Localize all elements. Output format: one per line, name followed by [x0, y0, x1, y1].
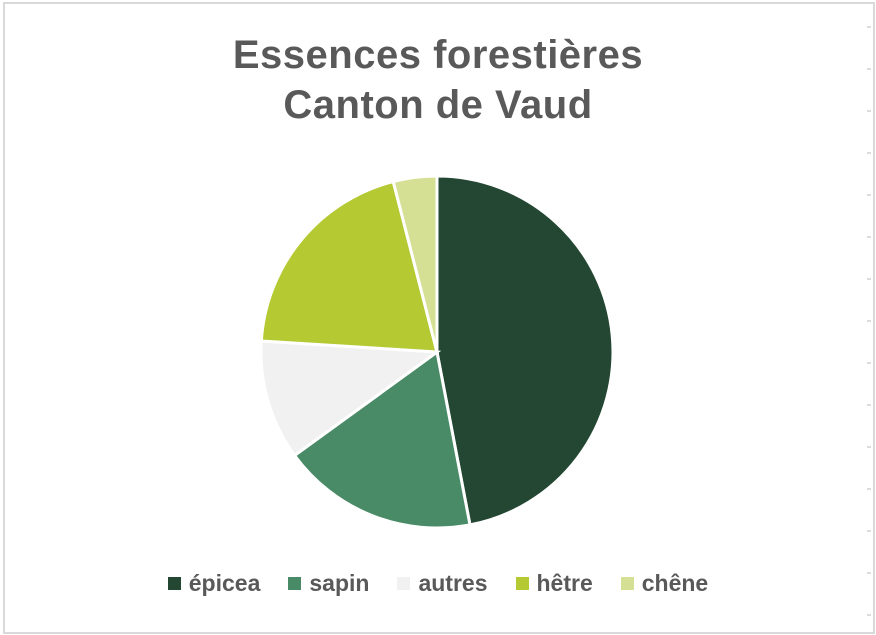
legend-swatch-chene — [620, 577, 634, 590]
legend-swatch-epicea — [167, 577, 181, 590]
legend-item-chene[interactable]: chêne — [620, 570, 709, 597]
pie-chart[interactable] — [237, 152, 637, 552]
legend-item-autres[interactable]: autres — [397, 570, 488, 597]
chart-legend: épicea sapin autres hêtre chêne — [0, 570, 876, 597]
legend-item-epicea[interactable]: épicea — [167, 570, 261, 597]
pie-slice-autres[interactable] — [259, 339, 442, 458]
pie-plot-area[interactable] — [237, 152, 637, 552]
chart-title-line-1: Essences forestières — [232, 33, 644, 77]
legend-label-epicea: épicea — [188, 570, 261, 596]
legend-item-sapin[interactable]: sapin — [288, 570, 369, 597]
chart-title-line-2: Canton de Vaud — [283, 83, 593, 127]
legend-item-hetre[interactable]: hêtre — [515, 570, 593, 597]
legend-swatch-sapin — [288, 577, 302, 590]
spreadsheet-gridline-ticks — [867, 26, 871, 631]
legend-label-hetre: hêtre — [536, 570, 593, 596]
pie-slice-épicea[interactable] — [435, 174, 615, 527]
pie-slice-chêne[interactable] — [391, 174, 439, 353]
legend-swatch-hetre — [515, 577, 529, 590]
pie-slice-hêtre[interactable] — [259, 179, 439, 354]
pie-slice-sapin[interactable] — [292, 349, 472, 530]
chart-title: Essences forestières Canton de Vaud — [0, 30, 876, 130]
legend-swatch-autres — [397, 577, 411, 590]
legend-label-autres: autres — [418, 570, 488, 596]
legend-label-chene: chêne — [641, 570, 709, 596]
legend-label-sapin: sapin — [309, 570, 370, 596]
